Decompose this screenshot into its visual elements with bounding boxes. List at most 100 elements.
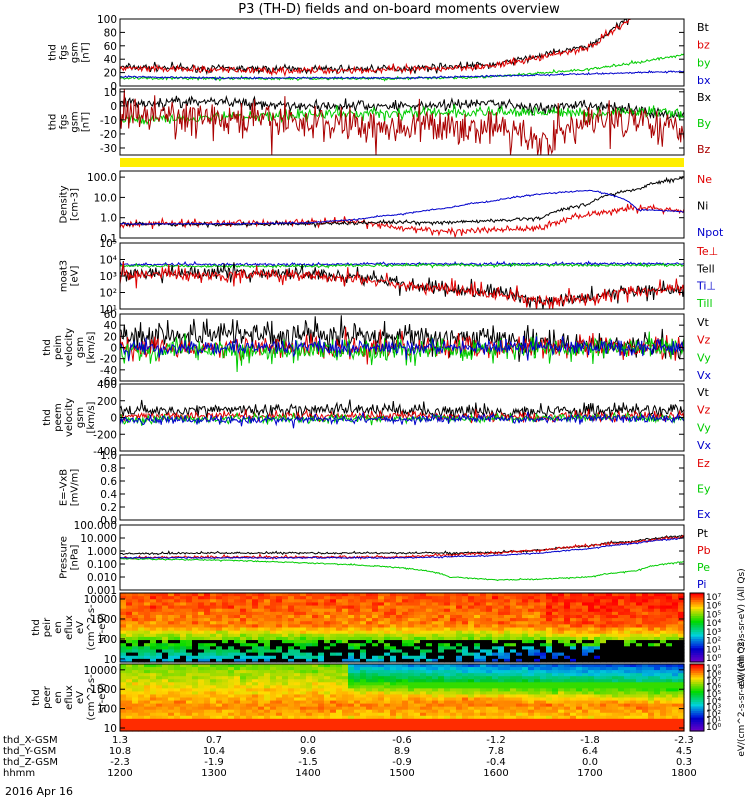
heatmap-cell <box>378 679 385 683</box>
heatmap-cell <box>414 636 421 641</box>
heatmap-cell <box>480 664 487 668</box>
heatmap-cell <box>264 614 271 619</box>
heatmap-cell <box>150 614 157 619</box>
heatmap-cell <box>588 633 595 638</box>
heatmap-cell <box>198 682 205 686</box>
heatmap-cell <box>648 676 655 680</box>
heatmap-cell <box>378 596 385 600</box>
heatmap-cell <box>234 679 241 683</box>
heatmap-cell <box>396 608 403 613</box>
heatmap-cell <box>576 624 583 629</box>
heatmap-cell <box>528 605 535 610</box>
heatmap-cell <box>372 605 379 610</box>
heatmap-cell <box>234 599 241 604</box>
heatmap-cell <box>120 630 127 635</box>
heatmap-cell <box>540 640 547 644</box>
heatmap-cell <box>588 649 595 654</box>
heatmap-cell <box>528 599 535 604</box>
heatmap-cell <box>330 676 337 680</box>
heatmap-cell <box>564 646 571 651</box>
x-axis-row-label: thd_Z-GSM <box>3 757 58 768</box>
heatmap-cell <box>264 682 271 686</box>
heatmap-cell <box>618 646 625 651</box>
heatmap-cell <box>552 682 559 686</box>
heatmap-cell <box>666 655 673 660</box>
heatmap-cell <box>144 670 151 674</box>
heatmap-cell <box>468 670 475 674</box>
heatmap-cell <box>384 709 391 714</box>
heatmap-cell <box>354 593 361 597</box>
heatmap-cell <box>126 712 133 717</box>
heatmap-cell <box>210 709 217 714</box>
heatmap-cell <box>510 636 517 641</box>
heatmap-cell <box>450 700 457 705</box>
heatmap-cell <box>372 682 379 686</box>
heatmap-cell <box>198 697 205 702</box>
heatmap-cell <box>312 682 319 686</box>
heatmap-cell <box>192 715 199 720</box>
heatmap-cell <box>126 611 133 616</box>
heatmap-cell <box>324 652 331 657</box>
heatmap-cell <box>258 691 265 696</box>
heatmap-cell <box>132 602 139 607</box>
heatmap-cell <box>534 697 541 702</box>
heatmap-cell <box>162 614 169 619</box>
heatmap-cell <box>678 593 685 597</box>
heatmap-cell <box>330 605 337 610</box>
heatmap-cell <box>462 602 469 607</box>
heatmap-cell <box>402 633 409 638</box>
heatmap-cell <box>192 721 199 726</box>
heatmap-cell <box>672 630 679 635</box>
heatmap-cell <box>570 614 577 619</box>
colorbar-cell <box>690 620 704 624</box>
heatmap-cell <box>312 602 319 607</box>
heatmap-cell <box>180 682 187 686</box>
heatmap-cell <box>348 709 355 714</box>
heatmap-cell <box>132 727 139 732</box>
heatmap-cell <box>606 640 613 644</box>
heatmap-cell <box>636 691 643 696</box>
heatmap-cell <box>534 655 541 660</box>
heatmap-cell <box>372 614 379 619</box>
heatmap-cell <box>402 630 409 635</box>
heatmap-cell <box>600 624 607 629</box>
heatmap-cell <box>498 694 505 699</box>
heatmap-cell <box>228 715 235 720</box>
heatmap-cell <box>204 646 211 651</box>
heatmap-cell <box>408 682 415 686</box>
heatmap-cell <box>468 691 475 696</box>
heatmap-cell <box>534 621 541 625</box>
heatmap-cell <box>642 624 649 629</box>
heatmap-cell <box>366 605 373 610</box>
x-axis-row-label: thd_Y-GSM <box>3 746 56 757</box>
heatmap-cell <box>492 664 499 668</box>
heatmap-cell <box>438 700 445 705</box>
heatmap-cell <box>402 715 409 720</box>
heatmap-cell <box>612 727 619 732</box>
heatmap-cell <box>516 709 523 714</box>
heatmap-cell <box>246 679 253 683</box>
heatmap-cell <box>498 649 505 654</box>
heatmap-cell <box>516 605 523 610</box>
heatmap-cell <box>594 646 601 651</box>
heatmap-cell <box>288 621 295 625</box>
heatmap-cell <box>294 679 301 683</box>
heatmap-cell <box>642 718 649 723</box>
heatmap-cell <box>144 627 151 632</box>
heatmap-cell <box>192 649 199 654</box>
heatmap-cell <box>660 703 667 708</box>
heatmap-cell <box>474 691 481 696</box>
heatmap-cell <box>576 691 583 696</box>
heatmap-cell <box>408 658 415 663</box>
heatmap-cell <box>498 688 505 693</box>
heatmap-cell <box>336 633 343 638</box>
legend-Pb: Pb <box>697 544 711 557</box>
heatmap-cell <box>420 703 427 708</box>
heatmap-cell <box>504 633 511 638</box>
heatmap-cell <box>198 593 205 597</box>
heatmap-cell <box>438 691 445 696</box>
heatmap-cell <box>234 643 241 647</box>
heatmap-cell <box>522 608 529 613</box>
heatmap-cell <box>666 624 673 629</box>
heatmap-cell <box>630 602 637 607</box>
